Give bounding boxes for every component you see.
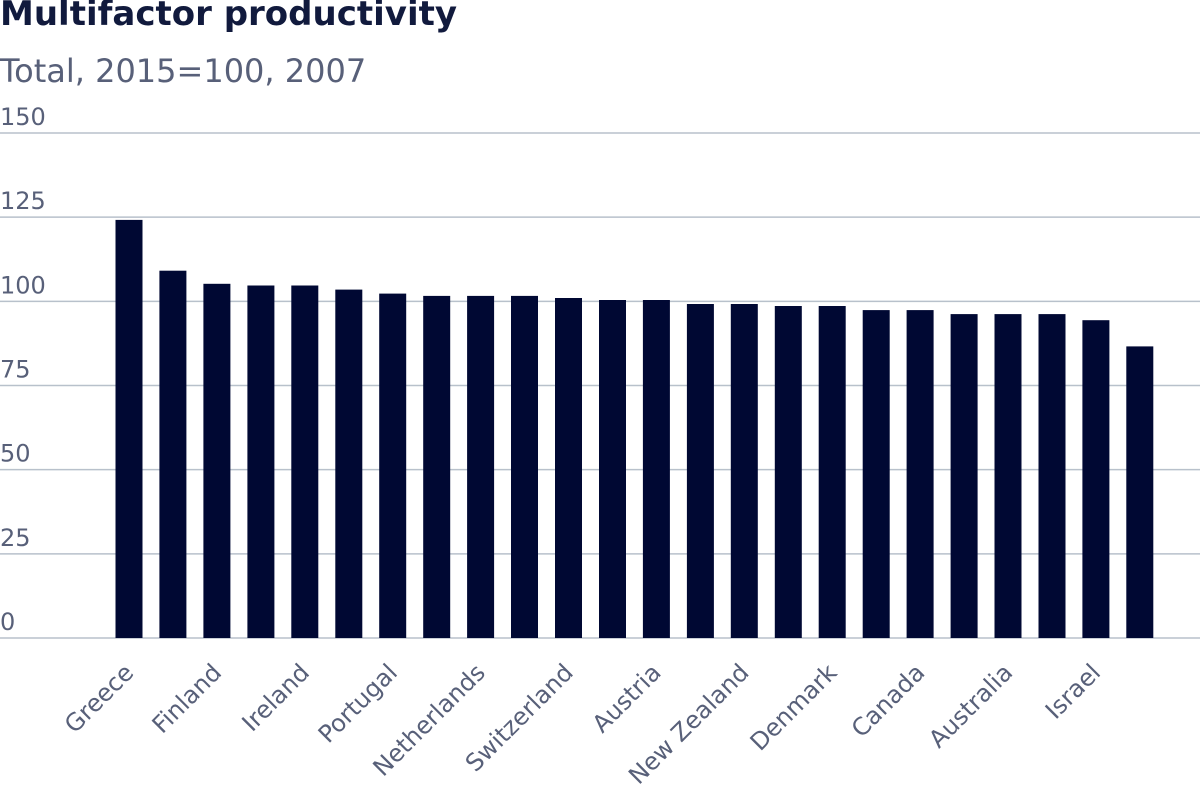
x-tick-label: Canada — [846, 658, 930, 742]
bar — [511, 295, 538, 638]
bar — [555, 298, 582, 638]
bar — [247, 285, 275, 638]
chart-title: Multifactor productivity — [0, 0, 458, 34]
bar — [335, 289, 363, 638]
bar — [730, 304, 758, 638]
bar — [379, 293, 407, 638]
y-tick-label: 0 — [0, 608, 15, 636]
bar — [950, 314, 978, 638]
x-tick-label: Ireland — [237, 658, 315, 736]
x-tick-label: Portugal — [313, 658, 403, 748]
y-axis-tick-labels: 0 25 50 75 100 125 150 — [0, 103, 46, 636]
bar — [1082, 320, 1110, 638]
y-tick-label: 150 — [0, 103, 46, 131]
y-tick-label: 125 — [0, 187, 46, 215]
x-tick-label: Austria — [587, 658, 667, 738]
bar — [994, 314, 1022, 638]
bar — [159, 270, 187, 638]
chart-subtitle: Total, 2015=100, 2007 — [0, 52, 367, 90]
x-tick-label: Australia — [923, 658, 1018, 753]
bar — [642, 300, 670, 638]
x-axis-tick-labels: Greece Finland IrelandPortugalNetherlandsS… — [59, 658, 1106, 789]
y-tick-label: 75 — [0, 356, 31, 384]
bar — [423, 295, 451, 638]
bar — [862, 310, 890, 638]
bar — [467, 295, 495, 638]
bars — [115, 219, 1154, 638]
x-tick-label: Finland — [147, 658, 227, 738]
bar — [1126, 346, 1154, 638]
bar — [906, 310, 934, 638]
x-tick-label: Greece — [59, 658, 139, 738]
bar — [818, 306, 846, 638]
bar — [115, 219, 143, 638]
bar — [599, 300, 626, 638]
x-tick-label: Denmark — [745, 658, 843, 756]
bar — [291, 285, 319, 638]
bar — [203, 283, 231, 638]
y-tick-label: 50 — [0, 440, 31, 468]
bar — [1038, 314, 1066, 638]
x-tick-label: Israel — [1040, 658, 1106, 724]
y-tick-label: 100 — [0, 271, 46, 299]
bar — [774, 306, 802, 638]
bar — [686, 304, 714, 638]
y-tick-label: 25 — [0, 524, 31, 552]
